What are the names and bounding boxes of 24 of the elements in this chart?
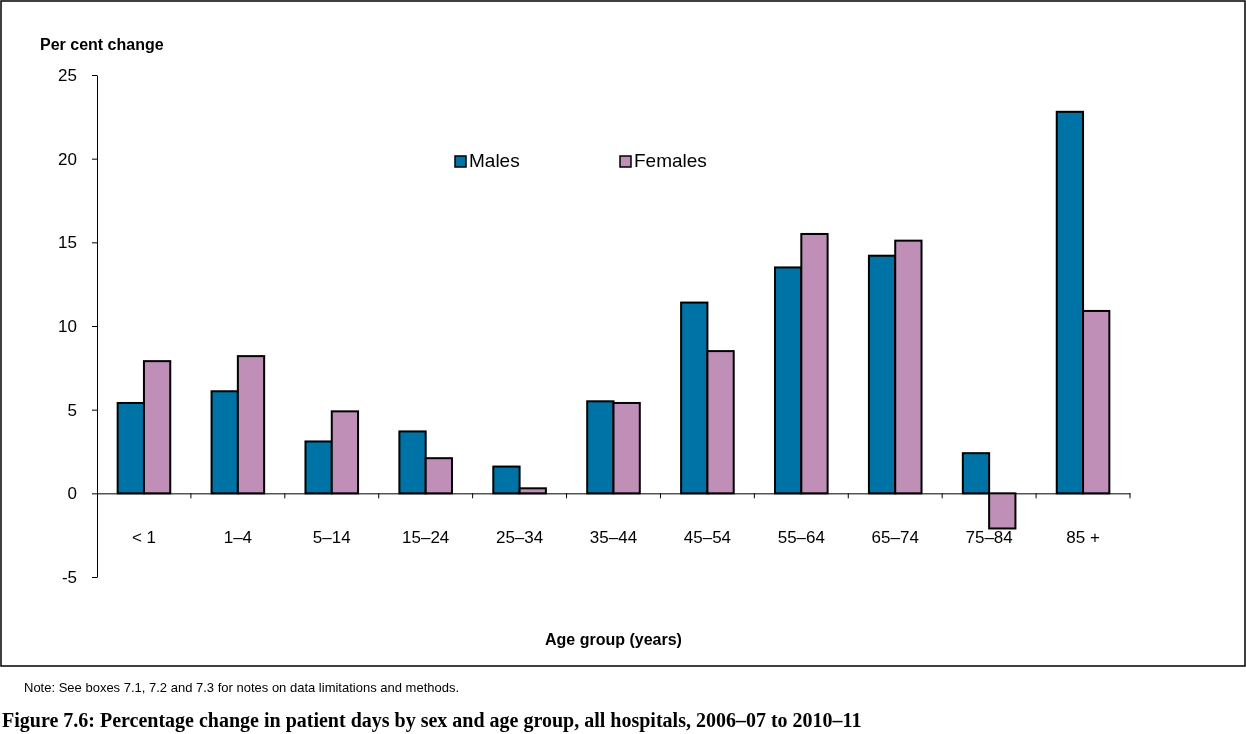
legend-label: Females (634, 150, 707, 171)
y-tick-label: -5 (61, 567, 77, 587)
x-tick-label: 75–84 (965, 528, 1013, 548)
x-tick-label: 65–74 (871, 528, 919, 548)
y-tick-label: 0 (67, 484, 77, 504)
x-tick-label: 45–54 (683, 528, 732, 548)
y-tick-label: 15 (58, 233, 77, 253)
x-tick-label: 25–34 (495, 528, 544, 548)
x-tick-label: 1–4 (223, 528, 253, 548)
x-tick-label: 35–44 (589, 528, 638, 548)
x-tick-label: < 1 (131, 528, 157, 548)
x-tick-label: 5–14 (312, 528, 351, 548)
y-axis-title: Per cent change (40, 36, 164, 53)
legend-label: Males (469, 150, 520, 171)
x-tick-label: 55–64 (777, 528, 825, 548)
x-tick-label: 85 + (1066, 528, 1100, 548)
x-tick-label: 15–24 (402, 528, 450, 548)
text: Figure 7.6: Percentage change in patient days by sex and age group, all hospitals, 2006–07 to 2010–11 (2, 709, 862, 732)
y-tick-label: 5 (67, 400, 77, 420)
y-tick-label: 20 (58, 149, 77, 169)
x-axis-title: Age group (years) (545, 631, 682, 648)
y-tick-label: 25 (58, 65, 77, 85)
y-tick-label: 10 (58, 316, 77, 336)
text: Note: See boxes 7.1, 7.2 and 7.3 for notes on data limitations and methods. (24, 680, 460, 695)
